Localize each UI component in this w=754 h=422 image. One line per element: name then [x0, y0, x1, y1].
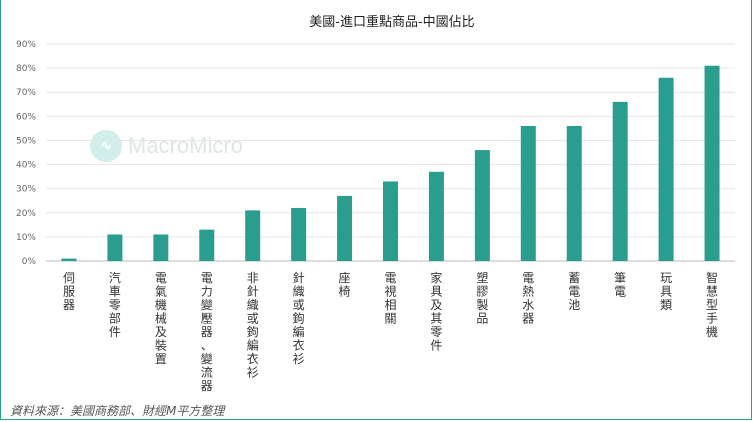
- x-category-label: 電視相關: [384, 271, 396, 326]
- y-tick-label: 10%: [16, 233, 36, 243]
- watermark: ∿ MacroMicro: [90, 130, 243, 162]
- bar: [612, 101, 628, 261]
- x-category-label: 電力變壓器、變流器: [201, 271, 213, 393]
- x-category-label: 智慧型手機: [706, 270, 718, 339]
- chart-title: 美國-進口重點商品-中國佔比: [309, 14, 474, 30]
- bar: [153, 234, 169, 261]
- bar: [337, 195, 353, 261]
- x-category-label: 筆電: [614, 271, 626, 299]
- bar: [658, 77, 674, 261]
- x-category-label: 蓄電池: [568, 271, 580, 312]
- x-category-label: 家具及其零件: [430, 270, 442, 353]
- y-tick-label: 70%: [16, 88, 36, 98]
- x-category-label: 汽車零部件: [109, 270, 121, 339]
- bar: [704, 65, 720, 261]
- y-tick-label: 20%: [16, 209, 36, 219]
- bar: [107, 234, 123, 261]
- bar: [520, 125, 536, 261]
- x-category-label: 塑膠製品: [476, 270, 488, 326]
- bar: [566, 125, 582, 261]
- bar: [383, 181, 398, 261]
- bar: [61, 258, 77, 261]
- source-note: 資料來源：美國商務部、財經M平方整理: [10, 404, 225, 418]
- y-tick-label: 30%: [16, 185, 36, 195]
- bar: [245, 210, 261, 261]
- x-category-label: 電氣機械及裝置: [155, 271, 167, 366]
- bar: [428, 171, 444, 261]
- x-category-label: 電熱水器: [522, 271, 534, 326]
- x-category-label: 非針織或鉤編衣衫: [247, 271, 259, 380]
- y-tick-label: 50%: [16, 136, 36, 146]
- y-tick-label: 0%: [22, 257, 37, 267]
- y-tick-label: 60%: [16, 112, 36, 122]
- bar: [474, 150, 490, 261]
- y-tick-label: 90%: [16, 40, 36, 50]
- bar-chart: 美國-進口重點商品-中國佔比 0% 10% 20% 30% 40% 50% 60% 70% 80…: [16, 14, 735, 393]
- y-tick-label: 80%: [16, 64, 36, 74]
- bar: [199, 229, 215, 261]
- x-category-label: 伺服器: [63, 271, 75, 312]
- x-category-label: 座椅: [339, 270, 351, 299]
- macromicro-logo-icon: ∿: [90, 130, 122, 162]
- bar: [291, 207, 307, 261]
- watermark-text: MacroMicro: [128, 133, 243, 158]
- x-category-label: 針織或鉤編衣衫: [293, 270, 305, 366]
- x-category-label: 玩具類: [660, 271, 672, 312]
- y-tick-label: 40%: [16, 161, 36, 171]
